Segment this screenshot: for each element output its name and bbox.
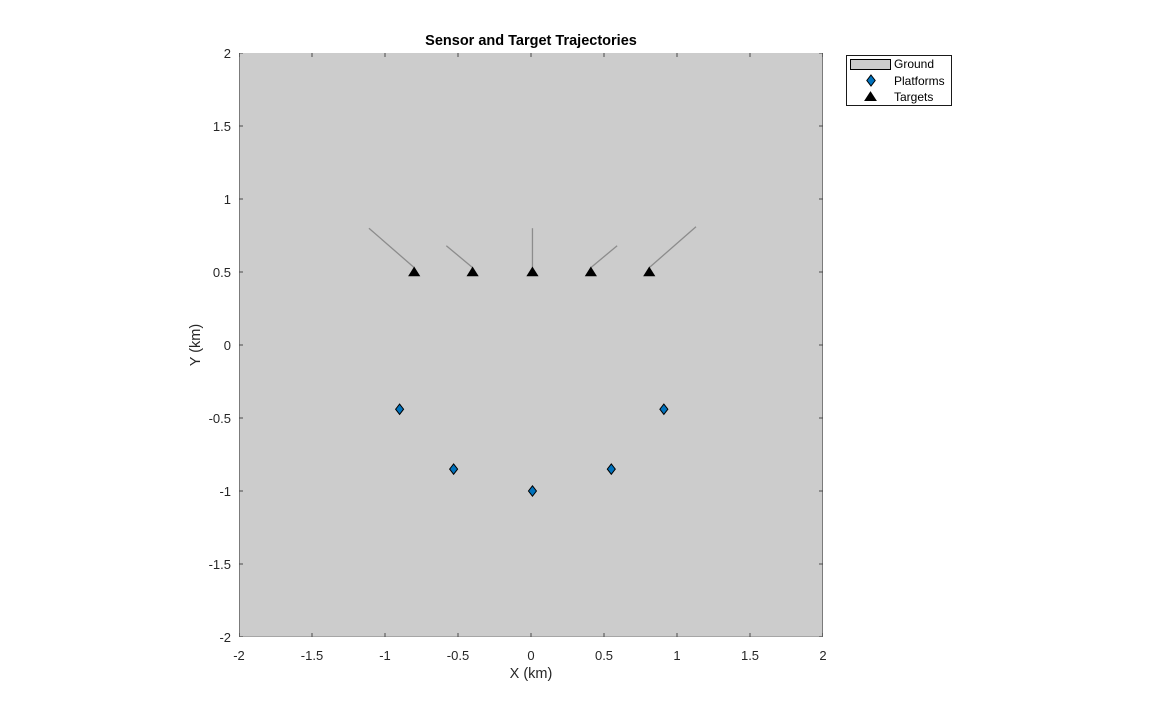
- legend-label-targets: Targets: [894, 89, 934, 104]
- x-tick-label: -1: [379, 648, 391, 663]
- x-tick-label: 0: [527, 648, 535, 663]
- legend-row-targets: Targets: [847, 89, 951, 105]
- y-tick-label: -1.5: [208, 557, 231, 572]
- legend-row-ground: Ground: [847, 56, 951, 72]
- trajectory-line: [590, 245, 618, 269]
- legend-row-platforms: Platforms: [847, 73, 951, 89]
- plot-area: [239, 53, 823, 637]
- chart-svg: [239, 53, 823, 637]
- platform-marker: [394, 403, 405, 416]
- target-marker: [408, 266, 421, 277]
- y-tick-label: 0: [223, 338, 231, 353]
- y-tick-label: -1: [219, 484, 231, 499]
- y-tick-label: 2: [223, 46, 231, 61]
- target-marker: [584, 266, 597, 277]
- x-tick-label: 0.5: [594, 648, 614, 663]
- target-marker: [526, 266, 539, 277]
- platform-diamond-icon: [865, 74, 876, 87]
- y-tick-label: -0.5: [208, 411, 231, 426]
- platform-marker: [659, 403, 669, 416]
- y-tick-label: -2: [219, 630, 231, 645]
- x-tick-label: 2: [819, 648, 827, 663]
- legend: Ground Platforms Targets: [846, 55, 952, 106]
- platform-marker: [527, 484, 538, 498]
- target-marker: [466, 266, 479, 277]
- x-tick-label: 1.5: [740, 648, 760, 663]
- trajectory-line: [648, 226, 697, 269]
- trajectory-line: [445, 245, 474, 269]
- legend-swatch-area: [847, 58, 894, 70]
- target-triangle-icon: [864, 91, 877, 102]
- x-tick-label: -2: [233, 648, 245, 663]
- y-tick-label: 1.5: [212, 119, 231, 134]
- x-tick-label: 1: [673, 648, 681, 663]
- trajectory-line: [368, 227, 415, 269]
- legend-swatch-area: [847, 91, 894, 102]
- legend-label-platforms: Platforms: [894, 73, 945, 88]
- chart-title: Sensor and Target Trajectories: [425, 33, 637, 49]
- legend-swatch-area: [847, 74, 894, 87]
- target-marker: [643, 266, 656, 277]
- ground-patch-swatch-icon: [850, 58, 891, 70]
- y-tick-label: 1: [223, 192, 231, 207]
- y-tick-label: 0.5: [212, 265, 231, 280]
- x-tick-label: -1.5: [300, 648, 324, 663]
- platform-marker: [448, 463, 459, 476]
- platform-marker: [606, 463, 616, 476]
- x-tick-label: -0.5: [446, 648, 470, 663]
- legend-label-ground: Ground: [894, 57, 935, 72]
- x-axis-label: X (km): [509, 666, 553, 682]
